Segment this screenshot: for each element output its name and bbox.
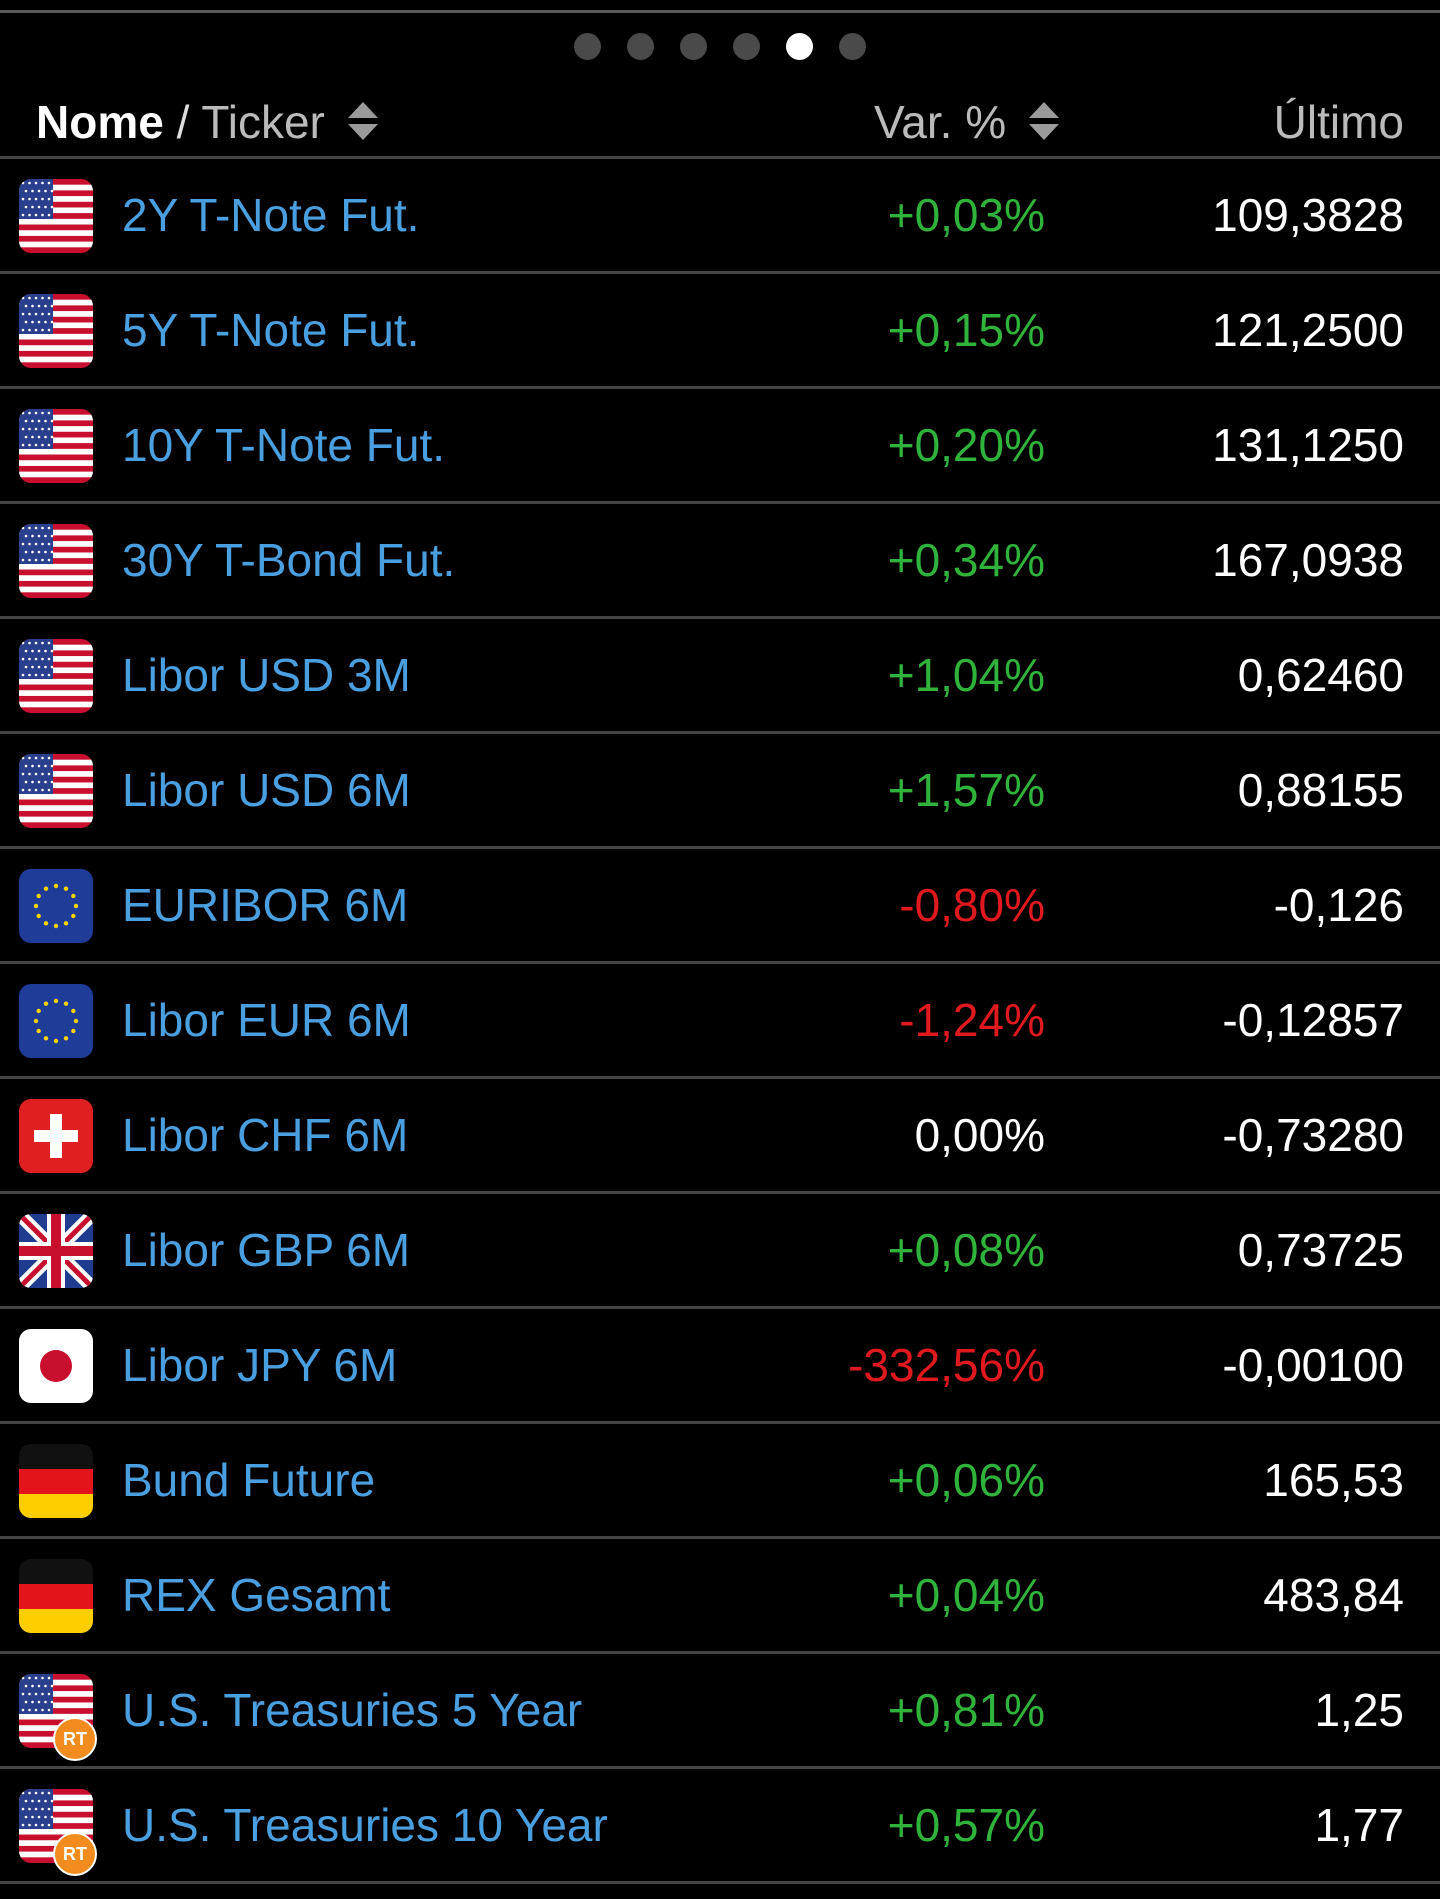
instrument-name-link[interactable]: Libor USD 3M bbox=[122, 649, 411, 701]
instrument-name-link[interactable]: Libor USD 6M bbox=[122, 764, 411, 816]
instrument-name-link[interactable]: Bund Future bbox=[122, 1454, 376, 1506]
instrument-name-link[interactable]: Libor EUR 6M bbox=[122, 994, 411, 1046]
last-price: 1,25 bbox=[1314, 1684, 1404, 1736]
percent-change: +1,04% bbox=[887, 649, 1045, 701]
eu-flag-icon bbox=[19, 869, 93, 943]
percent-change: +1,57% bbox=[887, 764, 1045, 816]
quote-row[interactable]: Libor GBP 6M +0,08% 0,73725 bbox=[0, 1194, 1440, 1309]
instrument-name-link[interactable]: EURIBOR 6M bbox=[122, 879, 409, 931]
instrument-name-link[interactable]: 30Y T-Bond Fut. bbox=[122, 534, 456, 586]
de-flag-icon bbox=[19, 1444, 93, 1518]
quotes-list: 2Y T-Note Fut. +0,03% 109,3828 5Y T-Note Fu… bbox=[0, 159, 1440, 1884]
percent-change: +0,06% bbox=[887, 1454, 1045, 1506]
instrument-name-link[interactable]: Libor CHF 6M bbox=[122, 1109, 409, 1161]
instrument-name-link[interactable]: U.S. Treasuries 5 Year bbox=[122, 1684, 583, 1736]
page-dot[interactable] bbox=[680, 33, 707, 60]
us-flag-icon bbox=[19, 639, 93, 713]
page-dot[interactable] bbox=[574, 33, 601, 60]
last-price: 0,88155 bbox=[1237, 764, 1404, 816]
percent-change: +0,57% bbox=[887, 1799, 1045, 1851]
percent-change: -0,80% bbox=[899, 879, 1045, 931]
header-separator: / bbox=[176, 96, 190, 148]
eu-flag-icon bbox=[19, 984, 93, 1058]
var-header-label[interactable]: Var. % bbox=[874, 96, 1007, 148]
last-price: 121,2500 bbox=[1212, 304, 1404, 356]
quote-row[interactable]: Libor USD 3M +1,04% 0,62460 bbox=[0, 619, 1440, 734]
us-flag-icon bbox=[19, 524, 93, 598]
percent-change: 0,00% bbox=[914, 1109, 1045, 1161]
last-price: 483,84 bbox=[1263, 1569, 1404, 1621]
percent-change: +0,04% bbox=[887, 1569, 1045, 1621]
us-flag-icon bbox=[19, 294, 93, 368]
last-price: -0,73280 bbox=[1222, 1109, 1404, 1161]
quote-row[interactable]: 10Y T-Note Fut. +0,20% 131,1250 bbox=[0, 389, 1440, 504]
quote-row[interactable]: Libor USD 6M +1,57% 0,88155 bbox=[0, 734, 1440, 849]
quote-row[interactable]: 2Y T-Note Fut. +0,03% 109,3828 bbox=[0, 159, 1440, 274]
instrument-name-link[interactable]: REX Gesamt bbox=[122, 1569, 391, 1621]
de-flag-icon bbox=[19, 1559, 93, 1633]
quote-row[interactable]: 5Y T-Note Fut. +0,15% 121,2500 bbox=[0, 274, 1440, 389]
quote-row[interactable]: Libor CHF 6M 0,00% -0,73280 bbox=[0, 1079, 1440, 1194]
last-price: 0,62460 bbox=[1237, 649, 1404, 701]
sort-arrows-icon[interactable] bbox=[1028, 100, 1059, 144]
last-price: 0,73725 bbox=[1237, 1224, 1404, 1276]
percent-change: +0,03% bbox=[887, 189, 1045, 241]
us-flag-icon bbox=[19, 754, 93, 828]
sort-arrows-icon[interactable] bbox=[347, 100, 378, 144]
percent-change: -1,24% bbox=[899, 994, 1045, 1046]
last-header-label[interactable]: Último bbox=[1273, 96, 1404, 148]
last-price: 1,77 bbox=[1314, 1799, 1404, 1851]
page-dot[interactable] bbox=[839, 33, 866, 60]
instrument-name-link[interactable]: U.S. Treasuries 10 Year bbox=[122, 1799, 608, 1851]
instrument-name-link[interactable]: 2Y T-Note Fut. bbox=[122, 189, 420, 241]
instrument-name-link[interactable]: 5Y T-Note Fut. bbox=[122, 304, 420, 356]
ch-flag-icon bbox=[19, 1099, 93, 1173]
quote-row[interactable]: RT U.S. Treasuries 5 Year +0,81% 1,25 bbox=[0, 1654, 1440, 1769]
last-price: 131,1250 bbox=[1212, 419, 1404, 471]
uk-flag-icon bbox=[19, 1214, 93, 1288]
realtime-badge-icon: RT bbox=[53, 1832, 97, 1876]
instrument-name-link[interactable]: Libor GBP 6M bbox=[122, 1224, 411, 1276]
table-header: Nome / Ticker Var. % Último bbox=[0, 80, 1440, 159]
percent-change: +0,20% bbox=[887, 419, 1045, 471]
last-price: 109,3828 bbox=[1212, 189, 1404, 241]
var-sort-header[interactable]: Var. % bbox=[874, 92, 1059, 152]
last-price: -0,00100 bbox=[1222, 1339, 1404, 1391]
top-divider bbox=[0, 0, 1440, 13]
quote-row[interactable]: Bund Future +0,06% 165,53 bbox=[0, 1424, 1440, 1539]
page-dot[interactable] bbox=[786, 33, 813, 60]
last-price: -0,126 bbox=[1273, 879, 1404, 931]
realtime-badge-icon: RT bbox=[53, 1717, 97, 1761]
percent-change: +0,81% bbox=[887, 1684, 1045, 1736]
percent-change: -332,56% bbox=[848, 1339, 1045, 1391]
instrument-name-link[interactable]: Libor JPY 6M bbox=[122, 1339, 398, 1391]
page-dot[interactable] bbox=[733, 33, 760, 60]
quote-row[interactable]: RT U.S. Treasuries 10 Year +0,57% 1,77 bbox=[0, 1769, 1440, 1884]
page-indicator[interactable] bbox=[0, 30, 1440, 64]
quote-row[interactable]: 30Y T-Bond Fut. +0,34% 167,0938 bbox=[0, 504, 1440, 619]
percent-change: +0,15% bbox=[887, 304, 1045, 356]
jp-flag-icon bbox=[19, 1329, 93, 1403]
quote-row[interactable]: Libor EUR 6M -1,24% -0,12857 bbox=[0, 964, 1440, 1079]
quote-row[interactable]: REX Gesamt +0,04% 483,84 bbox=[0, 1539, 1440, 1654]
name-ticker-sort-header[interactable]: Nome / Ticker bbox=[36, 92, 378, 152]
percent-change: +0,08% bbox=[887, 1224, 1045, 1276]
us-flag-icon bbox=[19, 179, 93, 253]
page-dot[interactable] bbox=[627, 33, 654, 60]
instrument-name-link[interactable]: 10Y T-Note Fut. bbox=[122, 419, 446, 471]
last-price: 165,53 bbox=[1263, 1454, 1404, 1506]
name-header-label[interactable]: Nome bbox=[36, 96, 164, 148]
last-price: 167,0938 bbox=[1212, 534, 1404, 586]
last-price: -0,12857 bbox=[1222, 994, 1404, 1046]
us-flag-icon bbox=[19, 409, 93, 483]
quote-row[interactable]: EURIBOR 6M -0,80% -0,126 bbox=[0, 849, 1440, 964]
ticker-header-label[interactable]: Ticker bbox=[201, 96, 325, 148]
percent-change: +0,34% bbox=[887, 534, 1045, 586]
quote-row[interactable]: Libor JPY 6M -332,56% -0,00100 bbox=[0, 1309, 1440, 1424]
